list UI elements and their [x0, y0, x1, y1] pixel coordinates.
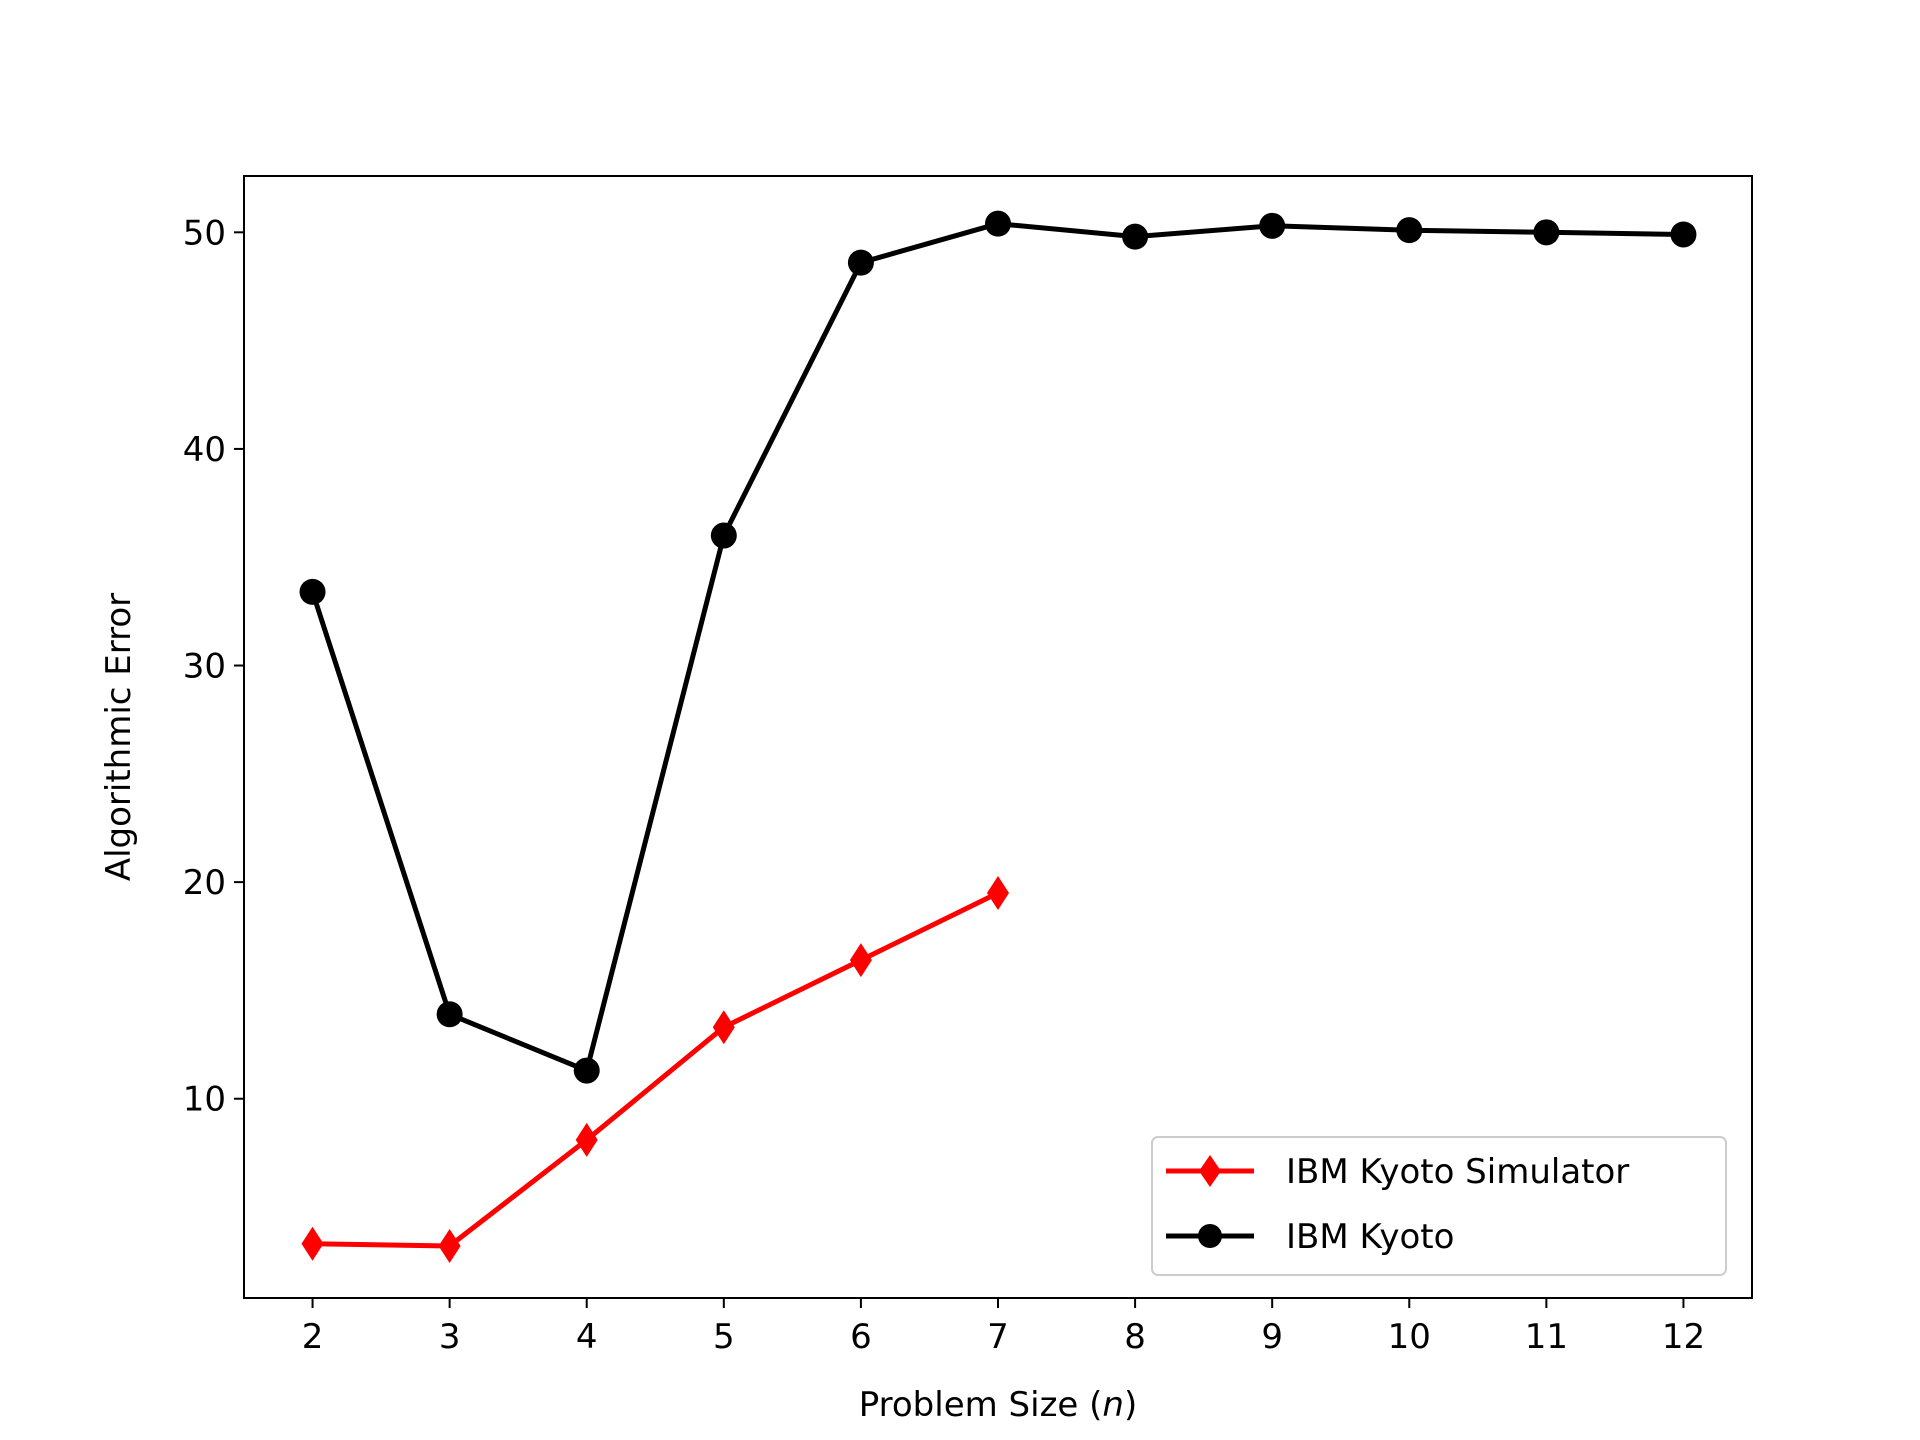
series-ibm-kyoto [299, 210, 1697, 1084]
y-tick-label: 30 [183, 647, 226, 687]
data-point [1396, 217, 1423, 244]
y-tick-label: 40 [183, 430, 226, 470]
x-axis-label: Problem Size (n) [859, 1385, 1138, 1425]
y-axis-ticks: 10 20 30 40 50 [183, 213, 244, 1120]
y-tick-label: 10 [183, 1080, 226, 1120]
data-point [438, 1229, 461, 1263]
y-axis-label: Algorithmic Error [99, 593, 139, 881]
x-tick-label: 12 [1662, 1317, 1705, 1357]
series-ibm-kyoto-simulator [301, 876, 1009, 1263]
x-tick-label: 9 [1261, 1317, 1283, 1357]
data-point [301, 1226, 324, 1261]
y-tick-label: 20 [183, 863, 226, 903]
data-point [575, 1122, 598, 1157]
legend: IBM Kyoto Simulator IBM Kyoto [1151, 1136, 1727, 1276]
x-tick-label: 4 [576, 1317, 598, 1357]
data-point [1122, 223, 1149, 250]
data-point [1259, 212, 1286, 239]
x-tick-label: 3 [439, 1317, 461, 1357]
legend-label-simulator: IBM Kyoto Simulator [1286, 1152, 1629, 1192]
legend-swatch-simulator-marker [1199, 1155, 1221, 1187]
legend-swatch-kyoto-marker [1198, 1224, 1222, 1248]
data-point [436, 1001, 463, 1028]
data-point [987, 876, 1009, 910]
data-point [573, 1057, 600, 1084]
data-point [712, 1010, 735, 1045]
data-point [985, 210, 1011, 237]
x-tick-label: 11 [1525, 1317, 1568, 1357]
x-tick-label: 5 [713, 1317, 735, 1357]
legend-box [1151, 1136, 1727, 1276]
series-line-ibm-kyoto-simulator [312, 890, 1000, 1249]
x-tick-label: 2 [302, 1317, 324, 1357]
x-axis-ticks: 2 3 4 5 6 7 8 9 10 11 12 [302, 1298, 1705, 1357]
x-tick-label: 8 [1124, 1317, 1146, 1357]
data-point [1670, 221, 1697, 248]
data-point [710, 522, 737, 549]
series-layer [299, 210, 1697, 1263]
data-point [847, 249, 874, 276]
x-tick-label: 7 [987, 1317, 1009, 1357]
data-point [849, 943, 872, 978]
data-point [299, 578, 326, 605]
x-tick-label: 6 [850, 1317, 872, 1357]
x-tick-label: 10 [1388, 1317, 1431, 1357]
legend-label-kyoto: IBM Kyoto [1286, 1217, 1454, 1257]
y-tick-label: 50 [183, 213, 226, 253]
data-point [1533, 219, 1560, 246]
